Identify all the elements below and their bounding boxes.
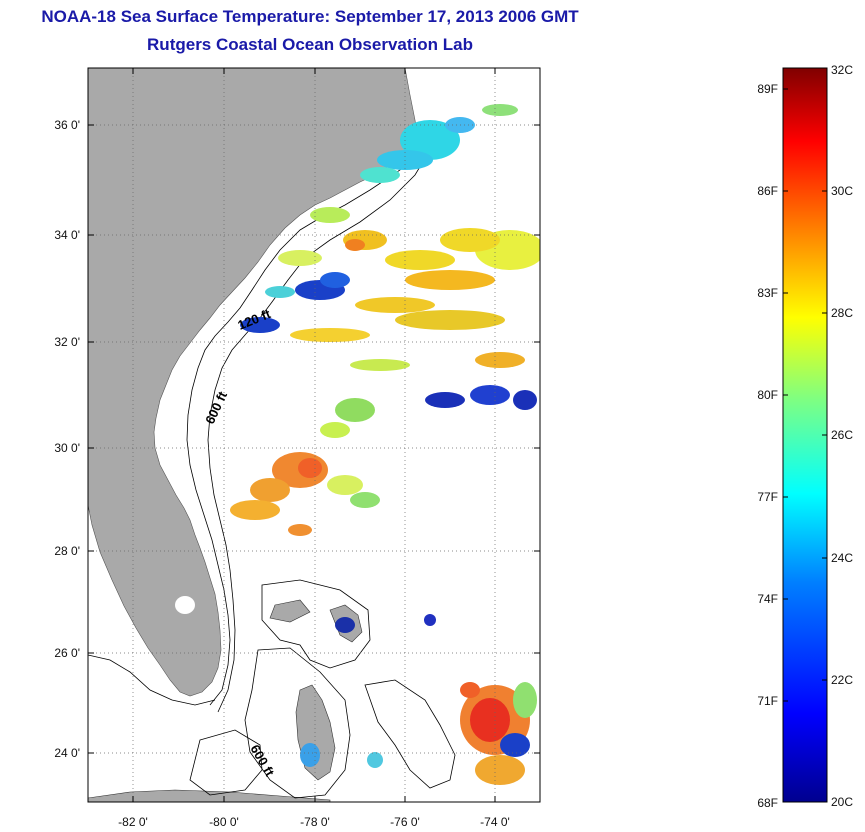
lake-okeechobee (175, 596, 195, 614)
colorbar-f-label: 74F (757, 592, 778, 606)
lon-tick-label: -82 0' (118, 815, 148, 829)
lat-tick-label: 36 0' (54, 118, 80, 132)
colorbar-c-label: 30C (831, 184, 853, 198)
colorbar-c-label: 28C (831, 306, 853, 320)
contour-keys (88, 654, 216, 706)
contour-exuma (364, 679, 456, 789)
sst-data-layer (230, 104, 540, 785)
colorbar-c-label: 24C (831, 551, 853, 565)
lon-tick-labels: -82 0' -80 0' -78 0' -76 0' -74 0' (118, 815, 510, 829)
colorbar-fahrenheit-labels: 89F 86F 83F 80F 77F 74F 71F 68F (757, 82, 778, 810)
lat-tick-label: 30 0' (54, 441, 80, 455)
mainland-landmass (88, 68, 419, 697)
contour-bahamas-south (244, 647, 351, 799)
map-frame (87, 67, 541, 803)
colorbar-c-label: 26C (831, 428, 853, 442)
colorbar-c-label: 22C (831, 673, 853, 687)
colorbar-f-label: 71F (757, 694, 778, 708)
colorbar-f-label: 83F (757, 286, 778, 300)
colorbar-c-label: 32C (831, 63, 853, 77)
bahamas-grand-bahama (269, 599, 311, 623)
axis-ticks (88, 68, 540, 802)
lat-tick-labels: 36 0' 34 0' 32 0' 30 0' 28 0' 26 0' 24 0… (54, 118, 80, 760)
contour-600ft (207, 149, 431, 713)
contour-bahamas-outer (261, 579, 371, 669)
colorbar-f-label: 68F (757, 796, 778, 810)
graticule (88, 68, 540, 802)
lat-tick-label: 34 0' (54, 228, 80, 242)
lat-tick-label: 26 0' (54, 646, 80, 660)
contour-straits (189, 729, 263, 796)
colorbar-celsius-labels: 32C 30C 28C 26C 24C 22C 20C (831, 63, 853, 809)
colorbar-f-label: 80F (757, 388, 778, 402)
lat-tick-label: 24 0' (54, 746, 80, 760)
lat-tick-label: 28 0' (54, 544, 80, 558)
lat-tick-label: 32 0' (54, 335, 80, 349)
colorbar-f-label: 77F (757, 490, 778, 504)
colorbar-f-label: 86F (757, 184, 778, 198)
sst-map: -82 0' -80 0' -78 0' -76 0' -74 0' 36 0'… (54, 67, 541, 829)
temperature-colorbar: 89F 86F 83F 80F 77F 74F 71F 68F 32C 30C … (757, 63, 853, 810)
map-subtitle: Rutgers Coastal Ocean Observation Lab (147, 35, 473, 54)
lon-tick-label: -74 0' (480, 815, 510, 829)
lon-tick-label: -78 0' (300, 815, 330, 829)
contour-120ft (186, 149, 419, 706)
colorbar-ticks (783, 88, 827, 702)
map-title: NOAA-18 Sea Surface Temperature: Septemb… (41, 7, 579, 26)
lon-tick-label: -76 0' (390, 815, 420, 829)
lon-tick-label: -80 0' (209, 815, 239, 829)
colorbar-f-label: 89F (757, 82, 778, 96)
colorbar-c-label: 20C (831, 795, 853, 809)
colorbar-gradient (782, 67, 828, 803)
